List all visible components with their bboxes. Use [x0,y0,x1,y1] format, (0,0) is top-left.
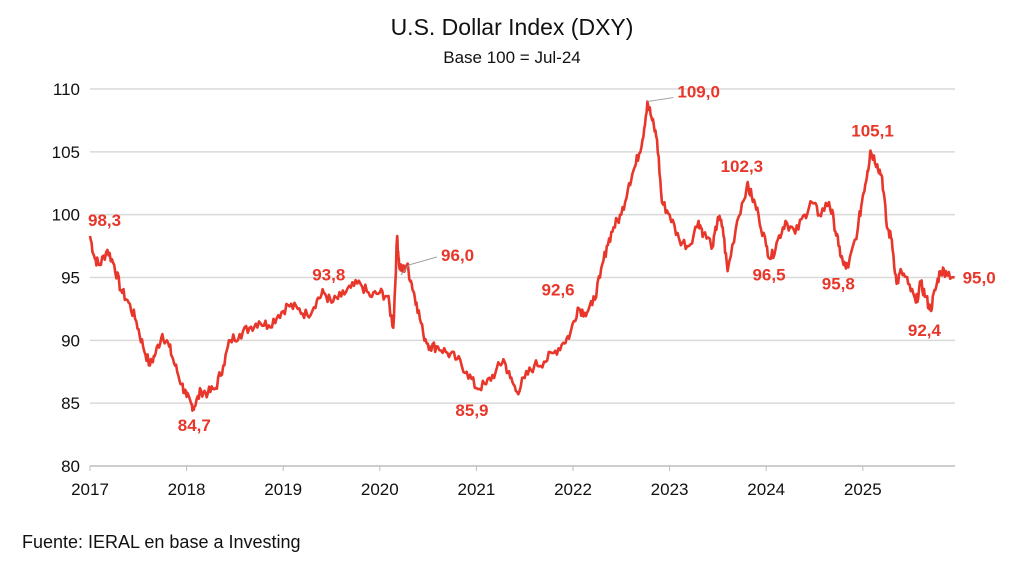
annotation-label: 84,7 [178,416,211,435]
y-tick-label: 105 [52,143,80,162]
chart-subtitle: Base 100 = Jul-24 [443,48,581,67]
x-tick-label: 2019 [264,480,302,499]
annotation-leader-line [400,256,438,276]
y-tick-label: 95 [61,269,80,288]
x-tick-label: 2025 [844,480,882,499]
x-tick-label: 2022 [554,480,592,499]
y-tick-label: 80 [61,457,80,476]
x-tick-label: 2021 [457,480,495,499]
y-tick-label: 110 [53,80,80,99]
y-tick-label: 85 [61,394,80,413]
dxy-series-line [88,100,955,412]
annotation-label: 92,4 [908,321,942,340]
annotation-label: 98,3 [88,211,121,230]
annotation-label: 102,3 [721,157,764,176]
x-tick-label: 2017 [71,480,109,499]
y-tick-label: 90 [61,331,80,350]
annotation-label: 105,1 [851,122,894,141]
x-tick-label: 2020 [361,480,399,499]
annotation-label: 93,8 [312,266,345,285]
source-note: Fuente: IERAL en base a Investing [22,532,301,552]
annotation-label: 85,9 [455,401,488,420]
annotation-label: 95,0 [963,269,996,288]
annotation-label: 92,6 [542,281,575,300]
chart-title: U.S. Dollar Index (DXY) [390,14,634,40]
annotation-label: 109,0 [677,83,720,102]
annotation-label: 96,5 [752,266,785,285]
annotation-label: 96,0 [441,246,474,265]
x-tick-label: 2023 [651,480,689,499]
annotation-label: 95,8 [822,274,855,293]
x-tick-label: 2018 [168,480,206,499]
annotation-leader-line [647,97,674,103]
y-tick-label: 100 [52,206,80,225]
x-tick-label: 2024 [747,480,785,499]
